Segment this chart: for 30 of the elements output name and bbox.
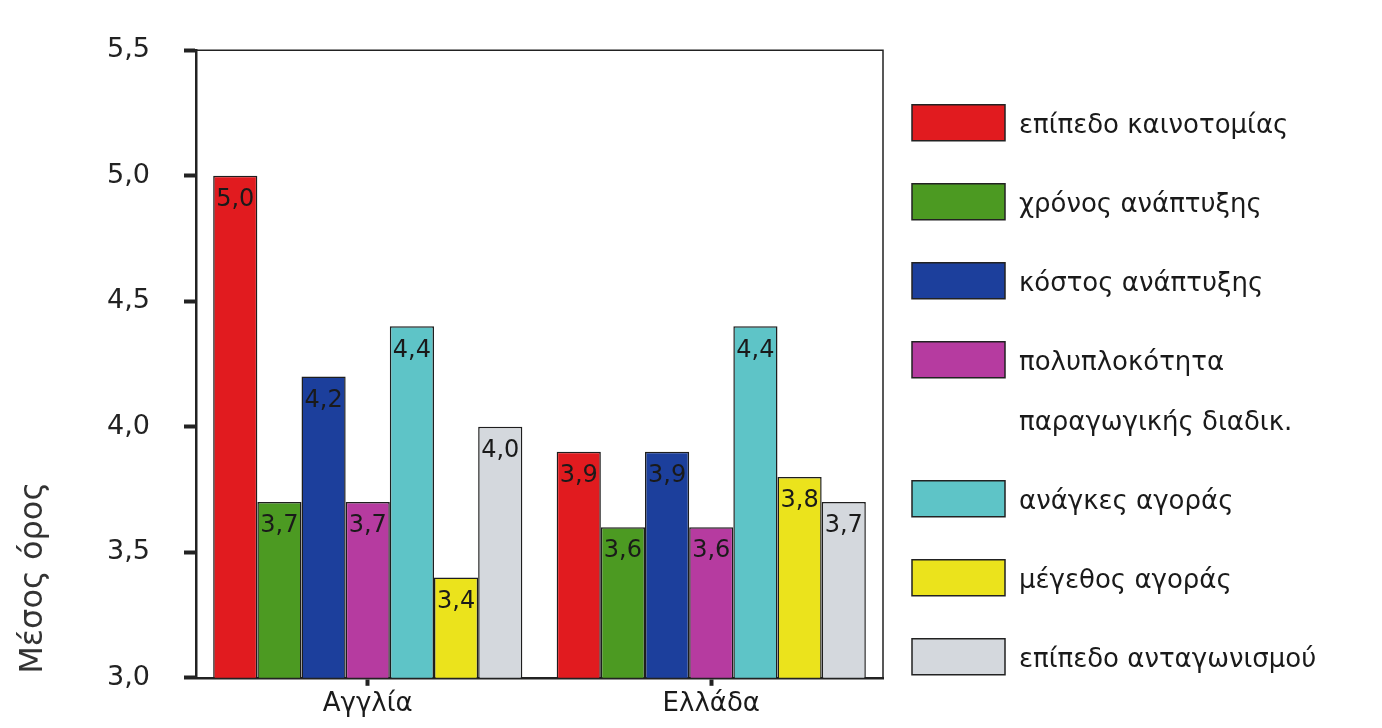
legend-label: χρόνος ανάπτυξης <box>1019 187 1262 218</box>
legend-label: επίπεδο ανταγωνισμού <box>1019 642 1317 673</box>
legend-label: κόστος ανάπτυξης <box>1019 266 1264 297</box>
data-label: 3,9 <box>648 460 687 489</box>
data-label: 3,7 <box>260 510 299 539</box>
legend-label: μέγεθος αγοράς <box>1019 563 1232 594</box>
y-tick-label: 3,0 <box>107 659 150 691</box>
data-label: 4,0 <box>481 434 520 463</box>
data-label: 3,4 <box>436 585 476 614</box>
data-label: 3,6 <box>692 535 731 564</box>
y-axis-title: Μέσος όρος <box>12 481 51 674</box>
legend-label: επίπεδο καινοτομίας <box>1019 108 1289 139</box>
data-label: 3,9 <box>559 460 598 489</box>
data-label: 3,6 <box>603 535 643 564</box>
y-tick-label: 5,0 <box>107 157 150 189</box>
data-label: 3,7 <box>824 510 863 539</box>
data-label: 3,8 <box>780 485 819 514</box>
y-tick-label: 4,0 <box>107 408 150 440</box>
y-tick-label: 5,5 <box>107 32 150 64</box>
legend-label: ανάγκες αγοράς <box>1019 484 1234 515</box>
x-tick-label: Αγγλία <box>322 687 413 718</box>
data-label: 3,7 <box>348 510 387 539</box>
y-tick-label: 3,5 <box>107 534 150 566</box>
data-label: 4,4 <box>736 334 775 363</box>
data-label: 4,4 <box>392 334 431 363</box>
legend-label: πολυπλοκότητα παραγωγικής διαδικ. <box>1019 345 1293 436</box>
y-tick-label: 4,5 <box>107 283 150 315</box>
data-label: 5,0 <box>216 183 255 212</box>
data-label: 4,2 <box>304 384 343 413</box>
x-tick-label: Ελλάδα <box>662 687 760 718</box>
